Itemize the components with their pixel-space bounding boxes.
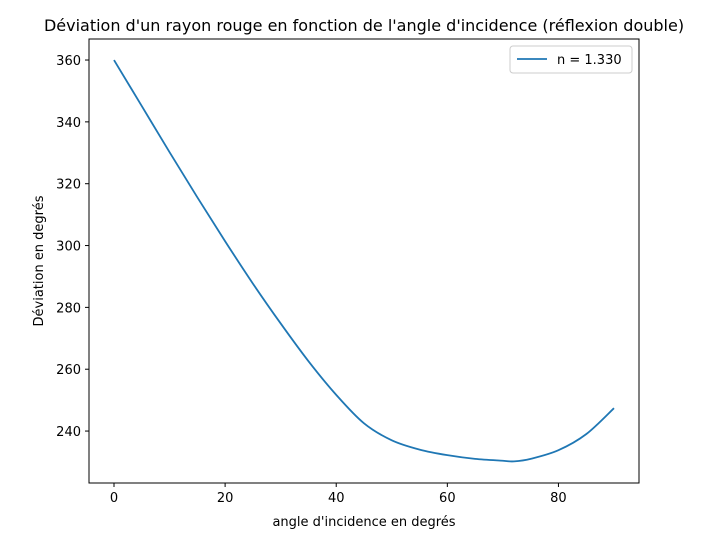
x-tick-label: 0 (110, 491, 118, 506)
legend-entry-label: n = 1.330 (557, 53, 622, 68)
legend: n = 1.330 (509, 45, 633, 74)
y-axis: 240 260 280 300 320 340 360 (56, 54, 89, 440)
plot-frame (88, 38, 640, 484)
x-axis: 0 20 40 60 80 (110, 483, 567, 506)
y-tick-label: 320 (56, 178, 81, 193)
x-tick-label: 80 (550, 491, 567, 506)
x-tick-label: 20 (217, 491, 234, 506)
x-axis-label: angle d'incidence en degrés (272, 515, 455, 530)
y-tick-label: 280 (56, 301, 81, 316)
y-tick-label: 360 (56, 54, 81, 69)
y-axis-label: Déviation en degrés (32, 195, 47, 326)
legend-box (509, 45, 633, 74)
chart-title: Déviation d'un rayon rouge en fonction d… (44, 16, 684, 35)
y-tick-label: 260 (56, 363, 81, 378)
x-tick-label: 40 (328, 491, 345, 506)
plot-area (113, 59, 615, 463)
x-tick-label: 60 (439, 491, 456, 506)
series-line (113, 59, 615, 463)
y-tick-label: 300 (56, 240, 81, 255)
y-tick-label: 340 (56, 116, 81, 131)
y-tick-label: 240 (56, 425, 81, 440)
